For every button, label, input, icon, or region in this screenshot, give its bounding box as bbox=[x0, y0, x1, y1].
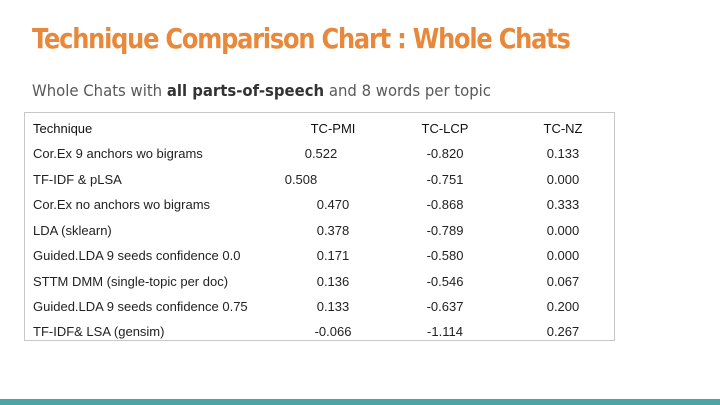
page-title: Technique Comparison Chart : Whole Chats bbox=[32, 22, 571, 55]
bottom-accent-bar bbox=[0, 399, 720, 405]
tc-pmi-cell: 0.136 bbox=[316, 274, 350, 289]
technique-cell: Guided.LDA 9 seeds confidence 0.75 bbox=[33, 299, 248, 314]
technique-cell: Guided.LDA 9 seeds confidence 0.0 bbox=[33, 248, 241, 263]
technique-cell: STTM DMM (single-topic per doc) bbox=[33, 274, 229, 289]
header-technique: Technique bbox=[33, 121, 93, 136]
tc-nz-cell: 0.333 bbox=[546, 197, 580, 212]
table-row: TF-IDF& LSA (gensim) -0.066 -1.114 0.267 bbox=[25, 319, 614, 344]
tc-lcp-cell: -0.789 bbox=[426, 223, 464, 238]
subtitle-text-end: and 8 words per topic bbox=[324, 81, 491, 100]
technique-cell: LDA (sklearn) bbox=[33, 223, 112, 238]
tc-pmi-cell: 0.378 bbox=[316, 223, 350, 238]
header-tc-lcp: TC-LCP bbox=[421, 121, 469, 136]
table-row: Guided.LDA 9 seeds confidence 0.75 0.133… bbox=[25, 294, 614, 319]
tc-lcp-cell: -1.114 bbox=[427, 324, 463, 339]
subtitle-text-start: Whole Chats with bbox=[32, 81, 167, 100]
tc-nz-cell: 0.133 bbox=[546, 146, 580, 161]
subtitle-bold-text: all parts-of-speech bbox=[166, 81, 325, 100]
header-tc-pmi: TC-PMI bbox=[310, 121, 356, 136]
tc-pmi-cell: 0.133 bbox=[316, 299, 350, 314]
table-row: Guided.LDA 9 seeds confidence 0.0 0.171 … bbox=[25, 243, 614, 268]
technique-cell: Cor.Ex 9 anchors wo bigrams bbox=[33, 146, 203, 161]
tc-pmi-cell: -0.066 bbox=[314, 324, 352, 339]
technique-cell: Cor.Ex no anchors wo bigrams bbox=[33, 197, 211, 212]
tc-pmi-cell: 0.522 bbox=[304, 146, 338, 161]
tc-lcp-cell: -0.868 bbox=[426, 197, 464, 212]
tc-nz-cell: 0.067 bbox=[546, 274, 580, 289]
tc-nz-cell: 0.000 bbox=[546, 172, 580, 187]
tc-nz-cell: 0.000 bbox=[546, 248, 580, 263]
table-row: Cor.Ex no anchors wo bigrams 0.470 -0.86… bbox=[25, 192, 614, 217]
tc-lcp-cell: -0.580 bbox=[426, 248, 464, 263]
technique-cell: TF-IDF& LSA (gensim) bbox=[33, 324, 165, 339]
header-tc-nz: TC-NZ bbox=[543, 121, 583, 136]
tc-lcp-cell: -0.546 bbox=[426, 274, 464, 289]
tc-lcp-cell: -0.751 bbox=[426, 172, 464, 187]
tc-pmi-cell: 0.470 bbox=[316, 197, 350, 212]
tc-nz-cell: 0.267 bbox=[546, 324, 580, 339]
tc-pmi-cell: 0.171 bbox=[316, 248, 350, 263]
technique-cell: TF-IDF & pLSA bbox=[33, 172, 122, 187]
table-row: STTM DMM (single-topic per doc) 0.136 -0… bbox=[25, 269, 614, 294]
table-row: TF-IDF & pLSA 0.508 -0.751 0.000 bbox=[25, 167, 614, 192]
tc-nz-cell: 0.000 bbox=[546, 223, 580, 238]
table-row: LDA (sklearn) 0.378 -0.789 0.000 bbox=[25, 218, 614, 243]
table-row: Cor.Ex 9 anchors wo bigrams 0.522 -0.820… bbox=[25, 141, 614, 166]
comparison-table: Technique TC-PMI TC-LCP TC-NZ Cor.Ex 9 a… bbox=[24, 112, 615, 341]
tc-lcp-cell: -0.820 bbox=[426, 146, 464, 161]
tc-nz-cell: 0.200 bbox=[546, 299, 580, 314]
page-subtitle: Whole Chats with all parts-of-speech and… bbox=[32, 81, 491, 100]
tc-lcp-cell: -0.637 bbox=[426, 299, 464, 314]
tc-pmi-cell: 0.508 bbox=[284, 172, 318, 187]
table-header-row: Technique TC-PMI TC-LCP TC-NZ bbox=[25, 116, 614, 141]
